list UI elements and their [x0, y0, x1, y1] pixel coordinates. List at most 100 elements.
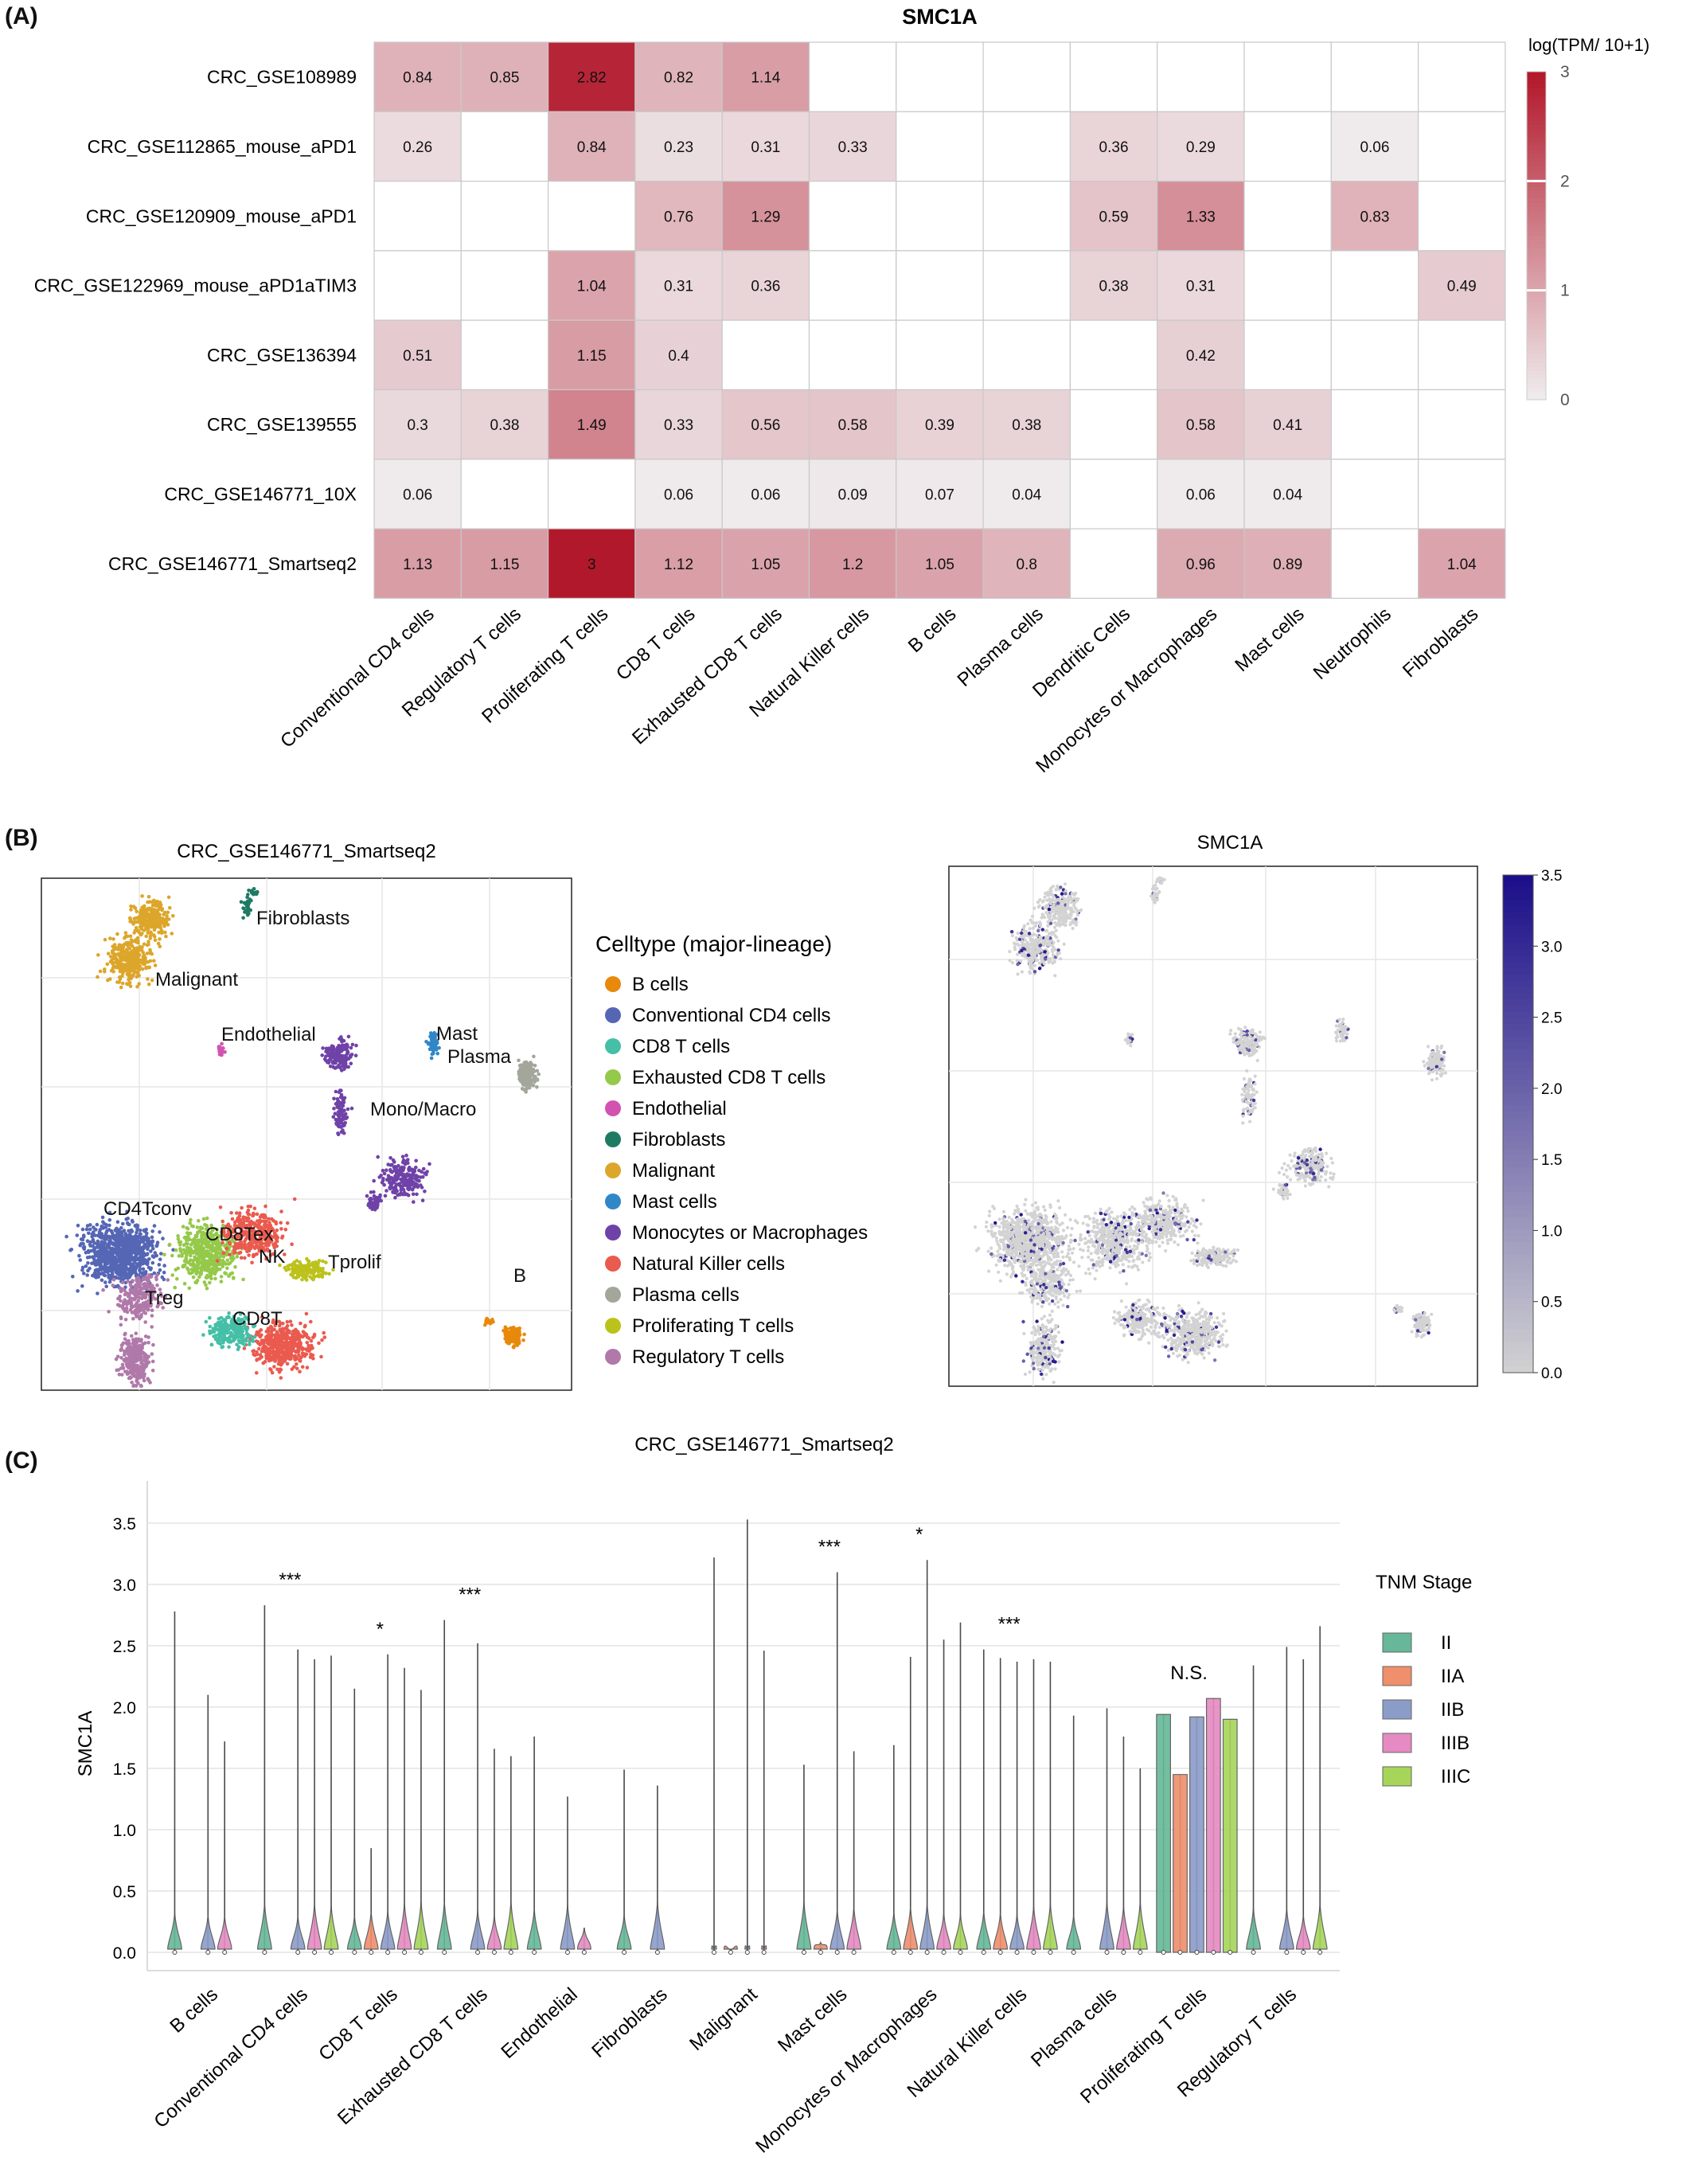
heatmap-cell [1243, 319, 1332, 391]
heatmap-cell [547, 389, 636, 460]
umap-cell-point [529, 1083, 534, 1087]
umap-cell-point [339, 1107, 344, 1111]
colorbar-segment [1527, 96, 1546, 101]
heatmap-cell [1330, 528, 1419, 599]
umap-cell-point [378, 1193, 382, 1197]
umap-cell-point [156, 941, 161, 946]
umap-cell-point [241, 1334, 246, 1338]
umap-legend-title: Celltype (major-lineage) [595, 932, 832, 956]
heatmap-cell [982, 250, 1071, 321]
umap-cell-point [122, 1252, 127, 1256]
colorbar-segment [1527, 358, 1546, 364]
umap-cell-point [103, 1273, 107, 1278]
umap-cell-point [134, 1384, 139, 1388]
umap-cell-point [310, 1262, 314, 1266]
umap-cell-point [227, 1311, 231, 1315]
umap-cell-point [332, 1096, 336, 1101]
expression-umap-title: SMC1A [1197, 832, 1263, 854]
umap-panel: CRC_GSE146771_Smartseq2FibroblastsMalign… [41, 832, 1562, 1391]
heatmap-cell [1069, 41, 1158, 112]
umap-cell-point [135, 1249, 139, 1253]
colorbar-segment [1527, 80, 1546, 85]
umap-cell-point [129, 938, 134, 942]
umap-cell-point [388, 1156, 392, 1160]
umap-cell-point [295, 1259, 299, 1263]
umap-cell-point [134, 926, 139, 930]
heatmap-cell [1243, 459, 1332, 529]
umap-cell-point [243, 910, 247, 914]
umap-cells [64, 887, 541, 1389]
umap-cell-point [245, 1210, 250, 1214]
heatmap-row-label: CRC_GSE122969_mouse_aPD1aTIM3 [34, 275, 357, 296]
heatmap-cell-value: 1.05 [751, 557, 780, 573]
umap-cell-point [141, 1267, 146, 1272]
umap-cell-point [379, 1174, 384, 1178]
heatmap-cell [808, 319, 897, 391]
umap-cell-point [160, 908, 164, 912]
umap-cell-point [127, 1357, 131, 1362]
umap-cell-point [127, 955, 131, 960]
umap-cell-point [138, 1290, 142, 1294]
umap-cell-point [410, 1167, 415, 1172]
umap-cell-point [80, 1237, 85, 1242]
umap-cell-point [306, 1267, 310, 1272]
umap-cell-point [521, 1077, 525, 1081]
heatmap-cell [1243, 250, 1332, 321]
umap-cell-point [255, 1358, 259, 1362]
umap-cell-point [334, 1117, 338, 1122]
colorbar-segment [1527, 264, 1546, 269]
umap-cell-point [185, 1226, 190, 1231]
heatmap-cell [1157, 181, 1245, 252]
colorbar-segment [1527, 206, 1546, 212]
umap-cell-point [423, 1190, 427, 1194]
heatmap-row-label: CRC_GSE136394 [207, 345, 357, 365]
umap-cell-point [121, 1262, 125, 1266]
umap-cell-point [292, 1339, 297, 1343]
umap-cell-point [119, 1225, 123, 1230]
umap-cell-point [159, 1252, 163, 1256]
umap-cell-point [136, 928, 140, 933]
umap-cell-point [417, 1178, 421, 1183]
umap-cell-point [101, 1256, 105, 1260]
umap-cell-point [120, 1362, 125, 1367]
colorbar-segment [1527, 256, 1546, 261]
heatmap-cell-value: 0.07 [925, 486, 954, 503]
umap-cell-point [98, 1235, 102, 1239]
umap-cell-point [92, 1247, 97, 1252]
colorbar-segment [1527, 145, 1546, 150]
umap-cell-point [128, 1287, 132, 1292]
umap-cell-point [289, 1350, 293, 1354]
colorbar-segment [1527, 322, 1546, 326]
umap-cell-point [278, 1351, 283, 1355]
umap-cell-point [138, 1267, 142, 1272]
umap-cell-point [247, 901, 252, 905]
umap-cell-point [320, 1338, 324, 1342]
heatmap-column-label: Monocytes or Macrophages [1032, 604, 1221, 777]
umap-cell-point [532, 1054, 536, 1059]
legend-label-regulatory-t-cells: Regulatory T cells [632, 1346, 784, 1368]
heatmap-cell [721, 181, 810, 252]
umap-cell-point [149, 1249, 153, 1253]
umap-cell-point [344, 1116, 349, 1120]
umap-cell-point [305, 1341, 310, 1345]
umap-cell-point [115, 946, 120, 950]
heatmap-cell [808, 41, 897, 112]
umap-cell-point [134, 1337, 139, 1341]
umap-cell-point [397, 1183, 402, 1187]
heatmap-cell [982, 319, 1071, 391]
umap-cell-point [299, 1341, 302, 1345]
colorbar-segment [1527, 88, 1546, 93]
umap-cell-point [138, 964, 142, 968]
heatmap-cell [808, 111, 897, 182]
umap-cell-point [216, 1341, 221, 1345]
umap-cell-point [430, 1052, 435, 1057]
umap-cell-point [273, 1241, 278, 1245]
heatmap-cell [634, 319, 723, 391]
legend-swatch-plasma-cells [605, 1287, 621, 1303]
heatmap-column-label: CD8 T cells [612, 604, 700, 685]
umap-cell-point [233, 1264, 237, 1269]
umap-cell-point [120, 1373, 124, 1377]
umap-cell-point [81, 1241, 85, 1246]
legend-swatch-b-cells [605, 976, 621, 992]
umap-cell-point [130, 1250, 135, 1255]
